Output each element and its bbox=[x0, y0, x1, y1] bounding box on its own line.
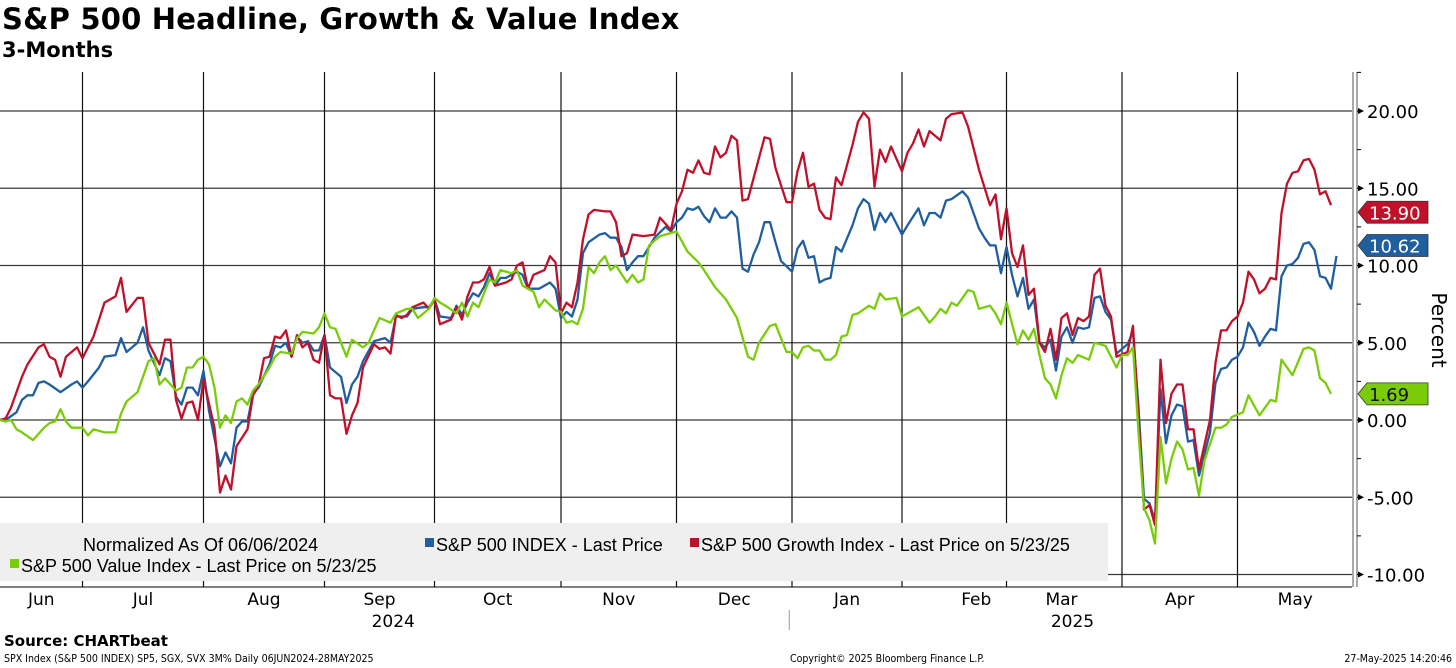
chart-title: S&P 500 Headline, Growth & Value Index bbox=[2, 2, 680, 36]
footer-ticker-info: SPX Index (S&P 500 INDEX) SP5, SGX, SVX … bbox=[4, 653, 374, 665]
x-tick-label-month: Aug bbox=[247, 590, 280, 610]
legend-swatch-growth bbox=[690, 538, 699, 547]
x-tick-label-year: 2024 bbox=[372, 612, 415, 632]
legend: Normalized As Of 06/06/2024 S&P 500 INDE… bbox=[10, 535, 1070, 576]
y-tick-mark bbox=[1358, 185, 1364, 192]
last-value-tag-value: 1.69 bbox=[1357, 382, 1429, 406]
last-value-tag-spx: 10.62 bbox=[1357, 234, 1429, 258]
y-tick-label: 20.00 bbox=[1367, 102, 1419, 123]
x-tick-label-month: Dec bbox=[718, 590, 751, 610]
x-tick-label-month: Oct bbox=[483, 590, 513, 610]
footer-timestamp: 27-May-2025 14:20:46 bbox=[1344, 653, 1452, 665]
x-tick-label-month: Nov bbox=[602, 590, 635, 610]
legend-entry-spx: S&P 500 INDEX - Last Price bbox=[436, 535, 663, 555]
x-tick-label-year: 2025 bbox=[1051, 612, 1094, 632]
legend-entry-growth: S&P 500 Growth Index - Last Price on 5/2… bbox=[701, 535, 1070, 555]
legend-note: Normalized As Of 06/06/2024 bbox=[83, 535, 318, 555]
x-tick-label-month: Jun bbox=[27, 590, 55, 610]
y-tick-mark bbox=[1358, 417, 1364, 423]
series-line-growth bbox=[0, 111, 1333, 527]
chart-subtitle: 3-Months bbox=[2, 38, 114, 62]
y-tick-mark bbox=[1358, 262, 1364, 269]
y-tick-label: 15.00 bbox=[1367, 179, 1419, 200]
y-tick-mark bbox=[1358, 339, 1364, 346]
y-tick-label: 0.00 bbox=[1367, 411, 1407, 432]
last-value-tag-shape bbox=[1357, 382, 1429, 406]
last-value-tag-shape bbox=[1357, 234, 1429, 257]
x-tick-label-month: Jul bbox=[132, 590, 154, 610]
legend-entry-value: S&P 500 Value Index - Last Price on 5/23… bbox=[21, 556, 377, 576]
y-tick-label: -10.00 bbox=[1367, 566, 1425, 587]
x-tick-label-month: May bbox=[1278, 590, 1313, 610]
x-tick-label-month: Jan bbox=[833, 590, 860, 610]
last-value-tag-growth: 13.90 bbox=[1357, 200, 1429, 224]
last-value-tag-label: 10.62 bbox=[1369, 237, 1421, 258]
source-note: Source: CHARTbeat bbox=[4, 632, 168, 650]
last-value-tag-label: 1.69 bbox=[1369, 385, 1409, 406]
series-line-spx bbox=[0, 190, 1338, 522]
x-tick-label-month: Feb bbox=[961, 590, 991, 610]
y-tick-label: -5.00 bbox=[1367, 488, 1414, 509]
x-tick-label-month: Sep bbox=[363, 590, 395, 610]
y-tick-label: 10.00 bbox=[1367, 257, 1419, 278]
y-tick-label: 5.00 bbox=[1367, 334, 1407, 355]
last-value-tag-shape bbox=[1357, 200, 1429, 224]
series-line-value bbox=[0, 230, 1333, 545]
x-tick-label-month: Mar bbox=[1045, 590, 1077, 610]
last-value-tag-label: 13.90 bbox=[1369, 203, 1421, 224]
x-tick-label-month: Apr bbox=[1165, 590, 1194, 610]
legend-background bbox=[0, 523, 1108, 581]
footer-copyright: Copyright© 2025 Bloomberg Finance L.P. bbox=[790, 653, 985, 665]
legend-swatch-spx bbox=[425, 538, 434, 547]
y-tick-mark bbox=[1358, 571, 1364, 578]
y-tick-mark bbox=[1358, 108, 1364, 114]
y-tick-mark bbox=[1358, 494, 1364, 501]
y-axis-label: Percent bbox=[1427, 292, 1451, 367]
legend-swatch-value bbox=[10, 559, 19, 568]
